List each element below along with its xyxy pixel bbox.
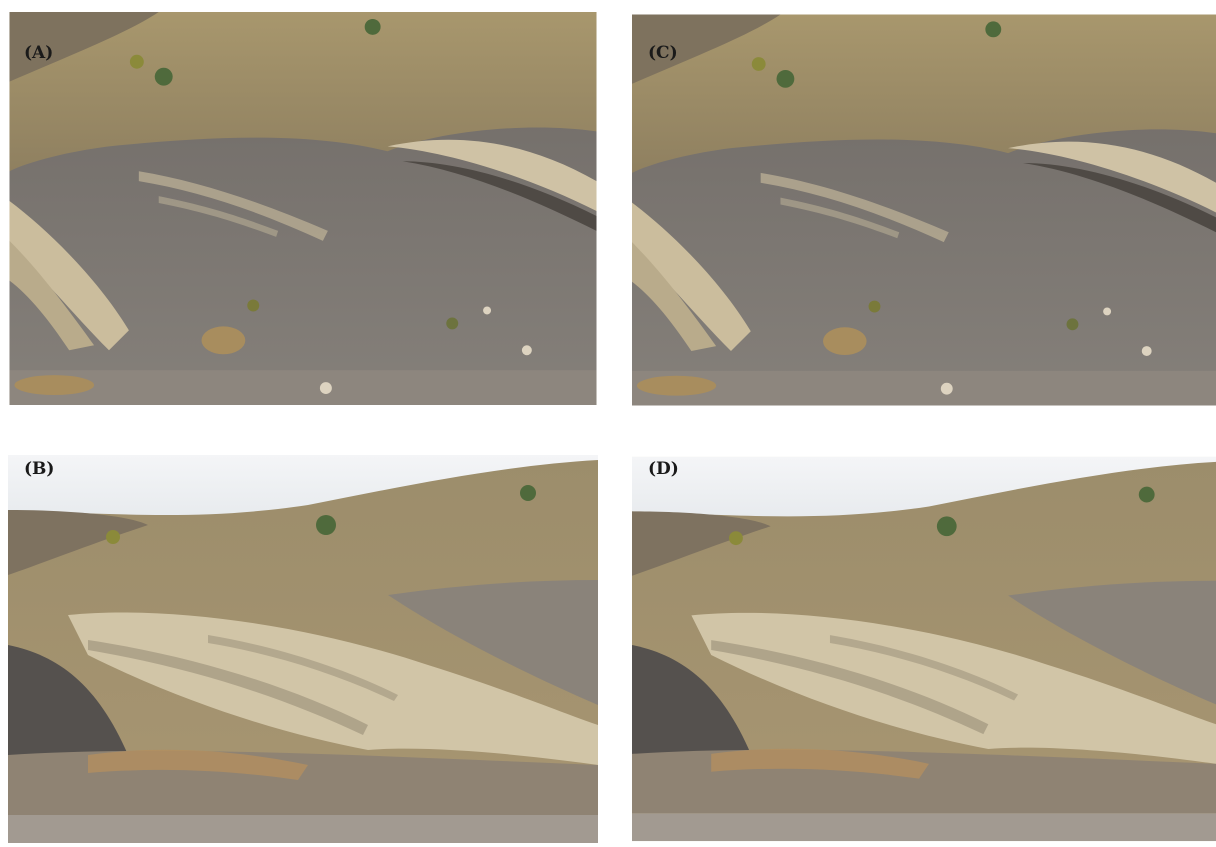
photo-d [632,457,1216,841]
panel-label: (D) [648,459,679,479]
panel-label: (B) [24,459,54,479]
figure: (A) (B) (C) (D) [0,0,1216,843]
photo-c [632,15,1216,406]
photo-a [9,12,596,405]
photo-b [8,455,598,843]
panel-label: (A) [24,43,53,63]
panel-label: (C) [648,43,678,63]
